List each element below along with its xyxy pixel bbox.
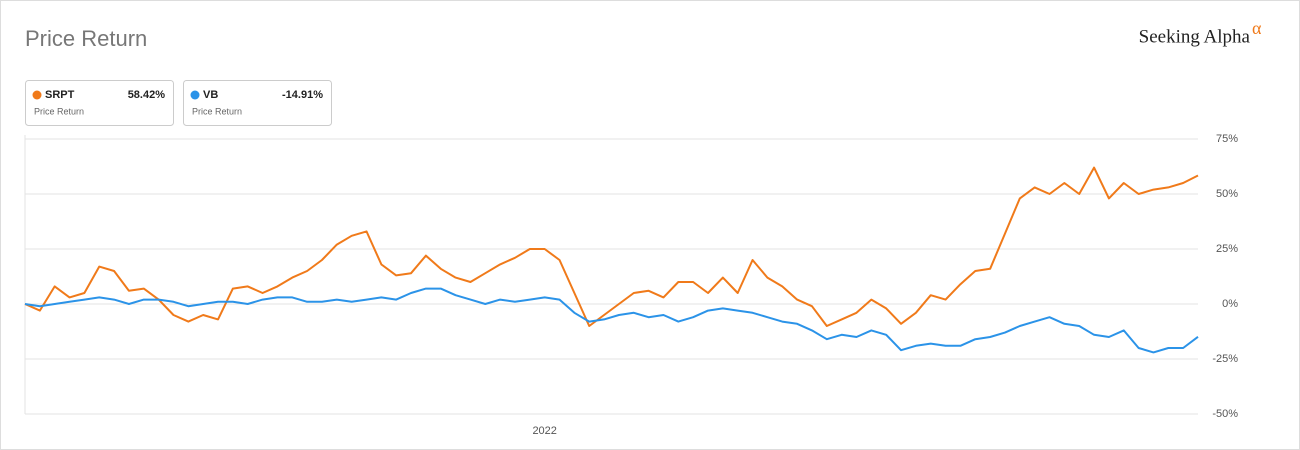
- legend-subtitle: Price Return: [192, 106, 242, 116]
- legend-card: [183, 80, 332, 126]
- legend-value: -14.91%: [282, 89, 323, 101]
- legend-name: VB: [203, 89, 218, 101]
- legend-subtitle: Price Return: [34, 106, 84, 116]
- series-line: [24, 287, 1199, 354]
- chart-title: Price Return: [25, 26, 147, 51]
- y-tick-label: 75%: [1216, 133, 1238, 145]
- legend-value: 58.42%: [128, 89, 166, 101]
- x-tick-label: 2022: [532, 425, 556, 437]
- logo-mark: α: [1252, 18, 1262, 38]
- legend-swatch: [190, 90, 200, 100]
- legend-swatch: [32, 90, 42, 100]
- y-tick-label: -50%: [1212, 408, 1238, 420]
- legend-card: [25, 80, 174, 126]
- logo: Seeking Alpha: [1139, 26, 1251, 47]
- legend-name: SRPT: [45, 89, 75, 101]
- series-line: [24, 166, 1199, 327]
- y-tick-label: -25%: [1212, 353, 1238, 365]
- y-tick-label: 0%: [1222, 298, 1238, 310]
- y-tick-label: 25%: [1216, 243, 1238, 255]
- y-tick-label: 50%: [1216, 188, 1238, 200]
